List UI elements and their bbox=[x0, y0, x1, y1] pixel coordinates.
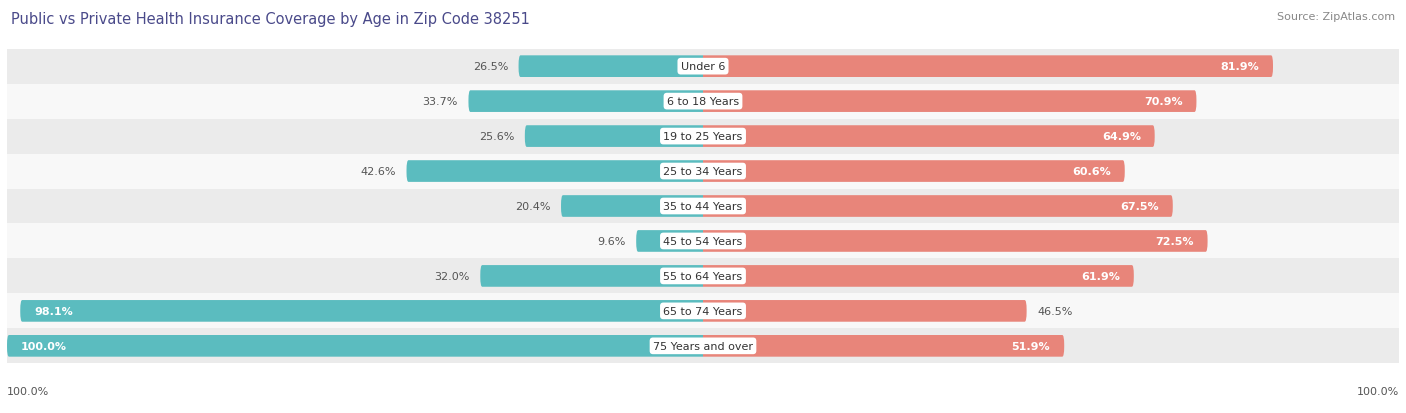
PathPatch shape bbox=[524, 126, 703, 147]
PathPatch shape bbox=[468, 91, 703, 113]
Text: 32.0%: 32.0% bbox=[434, 271, 470, 281]
Text: 45 to 54 Years: 45 to 54 Years bbox=[664, 236, 742, 247]
Bar bbox=[7, 50, 1399, 84]
PathPatch shape bbox=[703, 196, 1173, 217]
Text: 100.0%: 100.0% bbox=[21, 341, 67, 351]
Bar bbox=[7, 259, 1399, 294]
Text: 20.4%: 20.4% bbox=[515, 202, 551, 211]
Bar bbox=[7, 294, 1399, 329]
PathPatch shape bbox=[703, 335, 1064, 357]
Bar bbox=[7, 224, 1399, 259]
Text: Public vs Private Health Insurance Coverage by Age in Zip Code 38251: Public vs Private Health Insurance Cover… bbox=[11, 12, 530, 27]
PathPatch shape bbox=[481, 266, 703, 287]
PathPatch shape bbox=[636, 230, 703, 252]
Text: Source: ZipAtlas.com: Source: ZipAtlas.com bbox=[1277, 12, 1395, 22]
Text: 19 to 25 Years: 19 to 25 Years bbox=[664, 132, 742, 142]
Text: 55 to 64 Years: 55 to 64 Years bbox=[664, 271, 742, 281]
Text: 61.9%: 61.9% bbox=[1081, 271, 1121, 281]
Text: Under 6: Under 6 bbox=[681, 62, 725, 72]
PathPatch shape bbox=[519, 56, 703, 78]
Text: 100.0%: 100.0% bbox=[1357, 387, 1399, 396]
Text: 26.5%: 26.5% bbox=[472, 62, 508, 72]
Bar bbox=[7, 84, 1399, 119]
PathPatch shape bbox=[406, 161, 703, 183]
PathPatch shape bbox=[703, 300, 1026, 322]
Text: 9.6%: 9.6% bbox=[598, 236, 626, 247]
Text: 25 to 34 Years: 25 to 34 Years bbox=[664, 166, 742, 177]
Text: 64.9%: 64.9% bbox=[1102, 132, 1140, 142]
Text: 70.9%: 70.9% bbox=[1144, 97, 1182, 107]
PathPatch shape bbox=[703, 266, 1133, 287]
PathPatch shape bbox=[703, 91, 1197, 113]
PathPatch shape bbox=[561, 196, 703, 217]
Text: 67.5%: 67.5% bbox=[1121, 202, 1159, 211]
Bar bbox=[7, 189, 1399, 224]
PathPatch shape bbox=[7, 335, 703, 357]
Text: 100.0%: 100.0% bbox=[7, 387, 49, 396]
Bar bbox=[7, 329, 1399, 363]
Text: 35 to 44 Years: 35 to 44 Years bbox=[664, 202, 742, 211]
Text: 25.6%: 25.6% bbox=[479, 132, 515, 142]
Bar bbox=[7, 154, 1399, 189]
Text: 46.5%: 46.5% bbox=[1038, 306, 1073, 316]
Text: 72.5%: 72.5% bbox=[1156, 236, 1194, 247]
Text: 33.7%: 33.7% bbox=[423, 97, 458, 107]
Text: 42.6%: 42.6% bbox=[360, 166, 396, 177]
Text: 98.1%: 98.1% bbox=[34, 306, 73, 316]
PathPatch shape bbox=[703, 230, 1208, 252]
Text: 65 to 74 Years: 65 to 74 Years bbox=[664, 306, 742, 316]
PathPatch shape bbox=[703, 126, 1154, 147]
PathPatch shape bbox=[703, 56, 1272, 78]
Text: 6 to 18 Years: 6 to 18 Years bbox=[666, 97, 740, 107]
Text: 60.6%: 60.6% bbox=[1073, 166, 1111, 177]
Text: 81.9%: 81.9% bbox=[1220, 62, 1260, 72]
PathPatch shape bbox=[703, 161, 1125, 183]
Text: 51.9%: 51.9% bbox=[1012, 341, 1050, 351]
PathPatch shape bbox=[20, 300, 703, 322]
Text: 75 Years and over: 75 Years and over bbox=[652, 341, 754, 351]
Bar bbox=[7, 119, 1399, 154]
